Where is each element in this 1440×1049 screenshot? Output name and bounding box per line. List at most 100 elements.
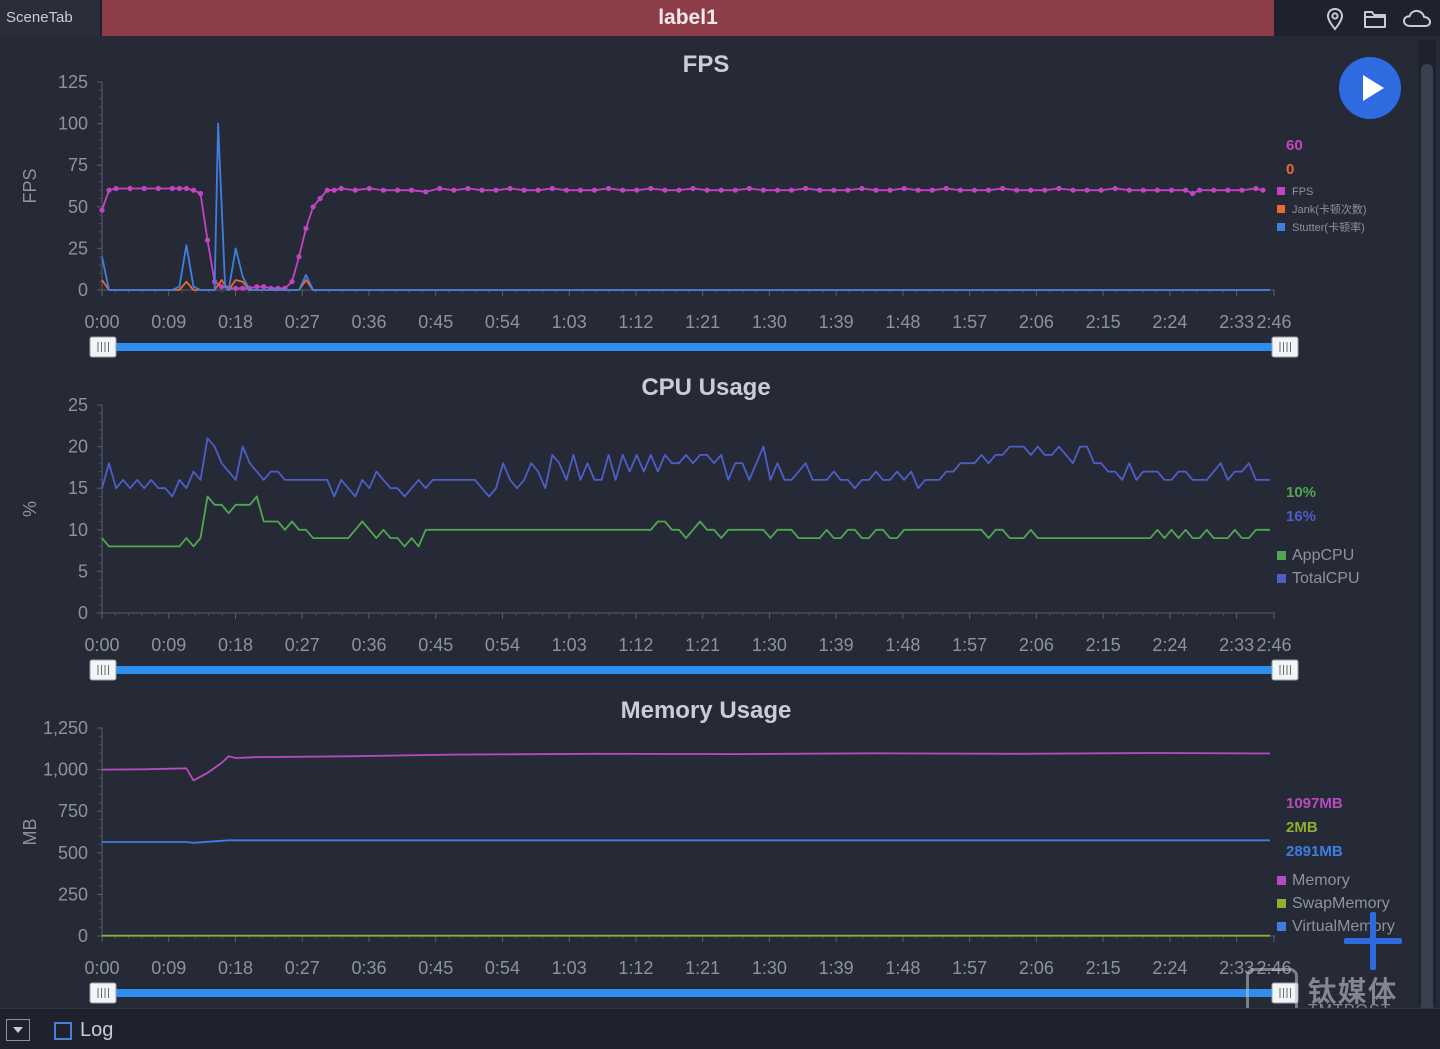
- fps-chart: FPS FPS 0 25 50 75 100 125 0:00 0:09 0:18 0:27 0:36 0…: [20, 51, 1367, 358]
- range-slider[interactable]: [89, 982, 1299, 1004]
- x-tick-label: 0:18: [218, 958, 253, 978]
- current-value-label: 2MB: [1286, 819, 1318, 836]
- series-point: [845, 187, 851, 193]
- series-point: [352, 187, 358, 193]
- series-point: [535, 187, 541, 193]
- x-tick-label: 2:24: [1152, 635, 1187, 655]
- series-point: [732, 187, 738, 193]
- x-tick-label: 1:57: [952, 635, 987, 655]
- y-tick-label: 5: [78, 561, 88, 581]
- x-tick-label: 1:03: [552, 958, 587, 978]
- x-tick-label: 1:03: [552, 635, 587, 655]
- series-point: [521, 187, 527, 193]
- series-point: [437, 185, 443, 192]
- series-point: [1253, 185, 1259, 192]
- legend-label: TotalCPU: [1292, 570, 1360, 587]
- handle-body: [1271, 982, 1299, 1004]
- vertical-scrollbar[interactable]: [1418, 40, 1436, 1024]
- series-point: [986, 187, 992, 193]
- legend-label: Stutter(卡顿率): [1292, 220, 1365, 234]
- series-point: [1168, 187, 1175, 193]
- x-tick-label: 1:39: [819, 312, 854, 332]
- series-point: [662, 187, 668, 193]
- x-tick-label: 1:48: [885, 958, 920, 978]
- x-tick-label: 0:00: [84, 312, 119, 332]
- x-tick-label: 0:27: [285, 958, 320, 978]
- series-point: [1183, 187, 1189, 193]
- watermark-text: 钛媒体: [1308, 976, 1399, 1007]
- top-bar: SceneTab label1: [0, 0, 1440, 36]
- series-point: [831, 187, 837, 193]
- series-point: [317, 195, 323, 202]
- location-pin-icon[interactable]: [1322, 6, 1348, 32]
- play-button[interactable]: [1339, 57, 1401, 119]
- series-point: [423, 189, 429, 195]
- current-value-label: 60: [1286, 137, 1303, 154]
- series-point: [1112, 185, 1118, 192]
- log-checkbox[interactable]: [54, 1021, 72, 1040]
- series-point: [409, 187, 415, 193]
- series-point: [1225, 187, 1231, 193]
- x-tick-label: 0:45: [418, 635, 453, 655]
- series-point: [219, 284, 225, 290]
- series-point: [1084, 187, 1090, 193]
- scene-tab[interactable]: SceneTab: [0, 0, 100, 36]
- x-tick-label: 2:15: [1086, 958, 1121, 978]
- y-tick-label: 100: [58, 114, 88, 134]
- series-point: [366, 185, 372, 192]
- handle-body: [89, 659, 117, 681]
- series-point: [901, 185, 907, 192]
- label-tab[interactable]: label1: [102, 0, 1274, 36]
- x-tick-label: 2:06: [1019, 312, 1054, 332]
- x-tick-label: 2:46: [1256, 312, 1291, 332]
- legend-label: AppCPU: [1292, 547, 1354, 564]
- x-tick-label: 2:33: [1219, 312, 1254, 332]
- series-point: [943, 185, 949, 192]
- current-value-label: 10%: [1286, 484, 1316, 501]
- add-button[interactable]: [1344, 912, 1402, 970]
- series-point: [451, 187, 457, 193]
- legend-swatch: [1277, 187, 1285, 195]
- range-slider-right-handle[interactable]: [1271, 336, 1299, 358]
- x-tick-label: 1:30: [752, 958, 787, 978]
- range-slider-right-handle[interactable]: [1271, 659, 1299, 681]
- range-slider[interactable]: [89, 336, 1299, 358]
- series-point: [1042, 187, 1048, 193]
- series-point: [380, 187, 386, 193]
- series-point: [479, 187, 485, 193]
- series-point: [1014, 187, 1020, 193]
- series-point: [971, 187, 978, 193]
- y-tick-label: 125: [58, 72, 88, 92]
- x-tick-label: 0:54: [485, 958, 520, 978]
- range-slider-left-handle[interactable]: [89, 659, 117, 681]
- series-point: [155, 185, 161, 192]
- range-slider-right-handle[interactable]: [1271, 982, 1299, 1004]
- cloud-icon[interactable]: [1402, 6, 1431, 32]
- scroll-thumb[interactable]: [1421, 64, 1433, 1024]
- series-point: [803, 185, 809, 192]
- series-point: [240, 285, 246, 291]
- legend-label: Jank(卡顿次数): [1292, 202, 1367, 216]
- legend-swatch: [1277, 223, 1285, 231]
- series-point: [1126, 187, 1132, 193]
- legend-swatch: [1277, 922, 1286, 931]
- series-point: [788, 187, 795, 193]
- log-toggle[interactable]: Log: [54, 1019, 113, 1042]
- range-slider[interactable]: [89, 659, 1299, 681]
- x-tick-label: 0:27: [285, 635, 320, 655]
- series-point: [549, 185, 555, 192]
- x-tick-label: 0:54: [485, 312, 520, 332]
- folder-icon[interactable]: [1362, 6, 1388, 32]
- range-slider-left-handle[interactable]: [89, 982, 117, 1004]
- x-tick-label: 1:57: [952, 958, 987, 978]
- x-tick-label: 0:00: [84, 958, 119, 978]
- series-point: [296, 254, 302, 260]
- series-point: [1239, 187, 1245, 193]
- y-tick-label: 25: [68, 395, 88, 415]
- range-slider-left-handle[interactable]: [89, 336, 117, 358]
- x-tick-label: 1:30: [752, 635, 787, 655]
- series-point: [1197, 187, 1203, 193]
- series-point: [957, 187, 964, 193]
- dropdown-toggle-button[interactable]: [6, 1019, 30, 1041]
- x-tick-label: 2:24: [1152, 958, 1187, 978]
